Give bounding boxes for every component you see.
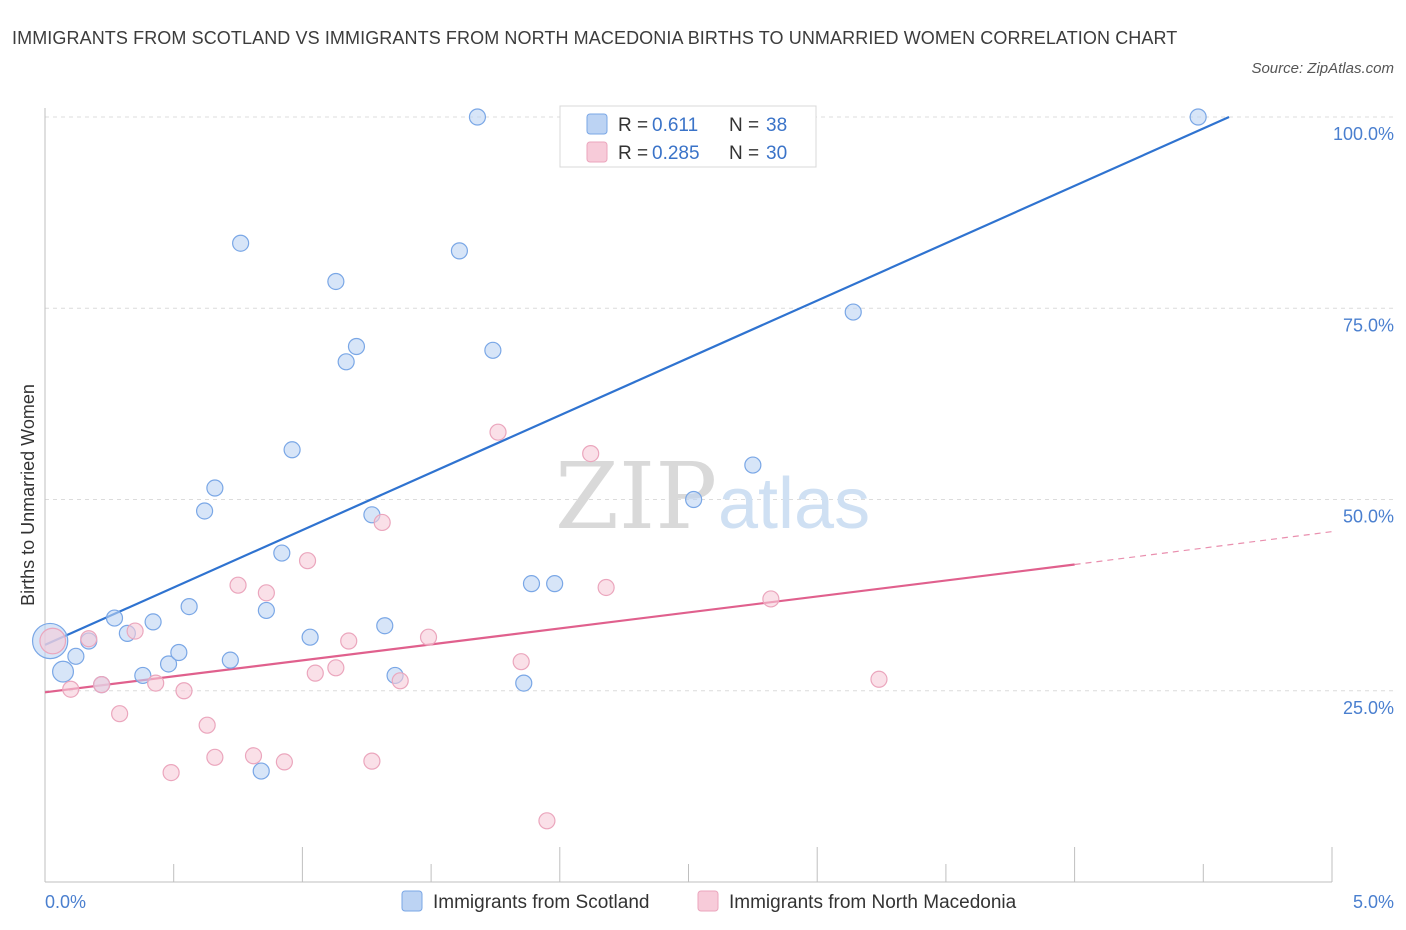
point-scotland-7 (134, 666, 152, 685)
point-north-macedonia-26 (582, 445, 600, 463)
point-scotland-12 (195, 502, 214, 520)
point-north-macedonia-0 (39, 627, 67, 655)
point-scotland-25 (376, 617, 394, 635)
point-scotland-5 (105, 609, 124, 627)
chart-source: Source: ZipAtlas.com (1251, 60, 1394, 77)
series-legend-swatch-north-macedonia (697, 890, 719, 912)
legend-r-value-1: 0.611 (652, 115, 698, 136)
point-scotland-15 (232, 234, 250, 252)
point-scotland-37 (1189, 108, 1207, 126)
point-north-macedonia-8 (175, 682, 193, 700)
point-north-macedonia-6 (147, 674, 165, 692)
point-north-macedonia-14 (275, 753, 293, 771)
y-tick-label-100: 100.0% (1333, 124, 1394, 144)
legend-n-value-1: 38 (766, 115, 787, 136)
legend-r-value-2: 0.285 (652, 143, 700, 164)
legend-n-label-1: N = (729, 115, 759, 136)
point-scotland-9 (159, 655, 178, 673)
watermark-atlas: atlas (718, 464, 870, 544)
point-scotland-19 (283, 441, 301, 459)
point-scotland-21 (327, 272, 345, 291)
point-scotland-13 (206, 479, 224, 497)
y-tick-label-75: 75.0% (1343, 315, 1394, 335)
point-north-macedonia-3 (93, 676, 111, 694)
point-north-macedonia-11 (229, 576, 247, 594)
point-north-macedonia-7 (162, 764, 180, 782)
point-scotland-28 (468, 108, 487, 126)
series-legend: Immigrants from Scotland Immigrants from… (401, 890, 1017, 913)
point-north-macedonia-2 (80, 630, 98, 648)
point-scotland-18 (273, 544, 291, 562)
grid-lines (45, 116, 1394, 692)
point-scotland-1 (52, 660, 75, 683)
point-scotland-36 (844, 303, 862, 321)
legend-n-value-2: 30 (766, 143, 787, 164)
trend-lines (44, 115, 1333, 694)
trend-line-1 (44, 563, 1075, 694)
chart-title: IMMIGRANTS FROM SCOTLAND VS IMMIGRANTS F… (12, 28, 1178, 48)
legend-n-label-2: N = (729, 143, 759, 164)
point-scotland-30 (515, 674, 533, 692)
point-north-macedonia-10 (206, 748, 224, 766)
x-tick-label-min: 0.0% (45, 892, 86, 912)
y-tick-labels: 100.0% 75.0% 50.0% 25.0% (1333, 124, 1394, 718)
point-north-macedonia-21 (391, 672, 409, 690)
point-north-macedonia-12 (244, 747, 263, 765)
point-scotland-17 (257, 601, 275, 620)
point-north-macedonia-28 (762, 590, 780, 608)
legend-r-label-2: R = (618, 143, 648, 164)
trend-line-0 (44, 115, 1230, 646)
point-scotland-29 (484, 341, 502, 359)
point-scotland-23 (347, 337, 366, 356)
point-north-macedonia-19 (363, 752, 381, 770)
point-north-macedonia-27 (597, 578, 615, 597)
point-north-macedonia-1 (62, 680, 80, 698)
point-scotland-27 (450, 242, 469, 260)
point-scotland-2 (67, 647, 85, 665)
legend-swatch-north-macedonia (586, 141, 608, 163)
point-scotland-16 (252, 762, 270, 780)
point-north-macedonia-9 (198, 716, 216, 734)
point-north-macedonia-4 (111, 705, 129, 723)
x-tick-label-max: 5.0% (1353, 892, 1394, 912)
legend-r-label-1: R = (618, 115, 648, 136)
point-north-macedonia-20 (373, 513, 391, 532)
point-scotland-35 (744, 456, 762, 474)
point-scotland-14 (221, 651, 239, 669)
series-legend-label-north-macedonia: Immigrants from North Macedonia (729, 892, 1017, 913)
point-north-macedonia-16 (306, 664, 324, 682)
watermark: ZIP atlas (555, 443, 870, 550)
point-north-macedonia-17 (327, 659, 345, 677)
series-legend-label-scotland: Immigrants from Scotland (433, 892, 649, 913)
y-tick-label-25: 25.0% (1343, 698, 1394, 718)
point-north-macedonia-18 (340, 632, 358, 650)
point-scotland-22 (337, 353, 355, 371)
trend-extension-1 (1074, 531, 1333, 566)
point-north-macedonia-5 (126, 622, 144, 640)
y-tick-label-50: 50.0% (1343, 507, 1394, 527)
point-north-macedonia-13 (257, 584, 275, 602)
point-scotland-31 (522, 575, 541, 593)
y-axis-label: Births to Unmarried Women (18, 384, 38, 606)
series-legend-swatch-scotland (401, 890, 423, 912)
point-north-macedonia-15 (298, 552, 317, 570)
point-scotland-10 (170, 643, 188, 662)
point-north-macedonia-22 (419, 628, 438, 646)
legend-swatch-scotland (586, 113, 608, 135)
x-ticks (44, 847, 1333, 882)
point-scotland-20 (301, 628, 319, 646)
point-north-macedonia-25 (538, 812, 556, 830)
point-scotland-32 (546, 575, 564, 593)
point-scotland-34 (685, 490, 703, 509)
point-north-macedonia-23 (489, 423, 507, 441)
correlation-legend: R = 0.611 N = 38 R = 0.285 N = 30 (559, 105, 817, 168)
point-north-macedonia-24 (512, 653, 530, 671)
point-scotland-11 (180, 597, 198, 616)
point-north-macedonia-29 (870, 670, 888, 688)
point-scotland-8 (144, 613, 162, 631)
